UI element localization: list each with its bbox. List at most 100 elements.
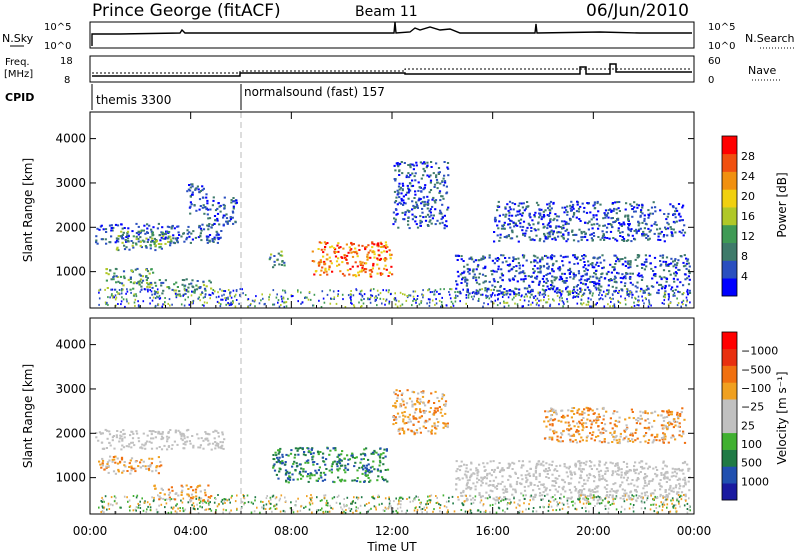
power-echo-cell — [551, 269, 554, 272]
power-echo-cell — [376, 289, 379, 292]
power-echo-cell — [205, 196, 208, 199]
velocity-echo-cell — [660, 472, 663, 474]
power-echo-cell — [664, 228, 668, 231]
velocity-echo-cell — [128, 462, 131, 465]
power-echo-cell — [546, 203, 549, 206]
velocity-echo-cell — [504, 511, 506, 513]
power-echo-cell — [187, 296, 189, 299]
power-echo-cell — [526, 295, 528, 298]
velocity-echo-cell — [447, 509, 449, 512]
velocity-echo-cell — [386, 468, 390, 471]
velocity-echo-cell — [562, 430, 565, 433]
power-echo-cell — [610, 224, 613, 227]
velocity-echo-cell — [334, 447, 337, 450]
velocity-echo-cell — [554, 468, 557, 471]
power-echo-cell — [423, 200, 426, 203]
velocity-echo-cell — [274, 508, 277, 510]
velocity-echo-cell — [183, 437, 186, 440]
velocity-echo-cell — [586, 479, 589, 482]
velocity-echo-cell — [676, 420, 679, 423]
velocity-echo-cell — [460, 465, 463, 468]
power-echo-cell — [678, 230, 681, 233]
power-echo-cell — [472, 270, 475, 273]
velocity-echo-cell — [277, 452, 280, 455]
power-echo-cell — [433, 290, 436, 293]
power-echo-cell — [549, 220, 552, 223]
velocity-echo-cell — [399, 506, 402, 509]
power-echo-cell — [497, 227, 500, 230]
power-echo-cell — [641, 299, 644, 302]
power-echo-cell — [539, 237, 542, 240]
velocity-echo-cell — [574, 473, 577, 476]
power-echo-cell — [648, 299, 650, 302]
power-echo-cell — [499, 236, 502, 239]
velocity-echo-cell — [481, 478, 484, 481]
power-echo-cell — [549, 303, 552, 306]
power-echo-cell — [105, 272, 108, 275]
power-echo-cell — [675, 207, 678, 210]
power-echo-cell — [537, 204, 540, 207]
power-echo-cell — [408, 227, 411, 230]
power-echo-cell — [617, 227, 620, 230]
velocity-echo-cell — [660, 437, 664, 439]
power-echo-cell — [387, 275, 390, 277]
power-echo-cell — [278, 263, 281, 266]
power-echo-cell — [426, 164, 429, 167]
velocity-echo-cell — [558, 474, 561, 477]
velocity-echo-cell — [687, 469, 690, 472]
power-echo-cell — [407, 164, 410, 166]
velocity-echo-cell — [614, 470, 617, 473]
power-echo-cell — [415, 203, 418, 206]
velocity-echo-cell — [651, 425, 654, 428]
velocity-echo-cell — [412, 430, 415, 433]
power-echo-cell — [175, 239, 178, 242]
power-echo-cell — [413, 175, 416, 178]
power-echo-cell — [503, 305, 506, 308]
power-echo-cell — [372, 288, 375, 291]
velocity-echo-cell — [278, 470, 281, 473]
velocity-echo-cell — [165, 435, 169, 438]
velocity-echo-cell — [660, 424, 663, 427]
power-echo-cell — [598, 282, 601, 285]
power-echo-cell — [652, 274, 656, 277]
power-echo-cell — [533, 264, 536, 267]
power-echo-cell — [137, 282, 140, 285]
power-echo-cell — [384, 259, 387, 262]
power-echo-cell — [571, 230, 574, 233]
velocity-echo-cell — [339, 464, 343, 467]
power-echo-cell — [168, 298, 171, 301]
power-echo-cell — [575, 210, 579, 213]
power-echo-cell — [272, 289, 275, 292]
power-echo-cell — [631, 293, 634, 296]
velocity-echo-cell — [673, 418, 676, 421]
power-echo-cell — [406, 296, 409, 299]
power-echo-cell — [522, 202, 525, 205]
velocity-echo-cell — [384, 478, 387, 481]
velocity-echo-cell — [149, 464, 152, 466]
power-echo-cell — [414, 216, 418, 219]
power-echo-cell — [627, 239, 630, 242]
power-echo-cell — [105, 303, 107, 306]
power-echo-cell — [384, 303, 386, 306]
power-echo-cell — [157, 243, 160, 245]
power-echo-cell — [677, 268, 680, 271]
freq-tick-top: 18 — [60, 56, 73, 67]
velocity-echo-cell — [207, 433, 210, 436]
velocity-echo-cell — [375, 508, 377, 511]
power-echo-cell — [682, 303, 684, 306]
velocity-echo-cell — [182, 442, 185, 445]
velocity-echo-cell — [146, 434, 149, 437]
power-echo-cell — [591, 264, 594, 267]
velocity-echo-cell — [667, 409, 670, 412]
velocity-echo-cell — [579, 422, 582, 425]
power-echo-cell — [337, 293, 339, 296]
velocity-echo-cell — [427, 503, 429, 505]
velocity-echo-cell — [589, 419, 592, 422]
velocity-echo-cell — [173, 440, 176, 443]
power-echo-cell — [643, 217, 646, 220]
velocity-echo-cell — [392, 423, 395, 426]
velocity-echo-cell — [676, 415, 680, 418]
power-echo-cell — [197, 236, 200, 239]
power-echo-cell — [674, 231, 677, 234]
velocity-echo-cell — [380, 453, 383, 456]
